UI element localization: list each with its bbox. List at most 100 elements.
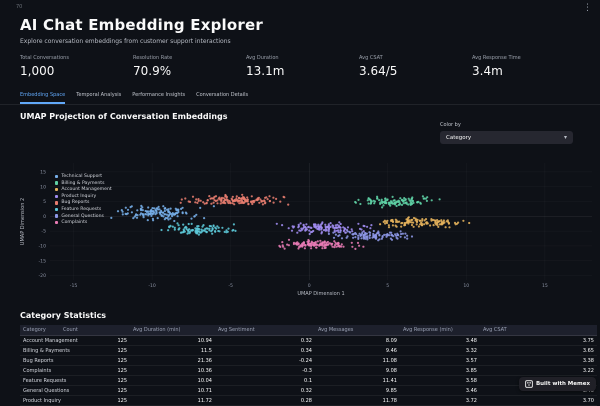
memex-logo-icon — [525, 380, 533, 388]
table-cell: 10.36 — [197, 367, 212, 374]
stat-label: Avg Duration — [246, 55, 279, 61]
page-subtitle: Explore conversation embeddings from cus… — [20, 38, 231, 45]
legend-color-swatch — [55, 174, 59, 179]
chart-legend: Technical Support Billing & Payments Accou… — [55, 174, 112, 225]
table-cell: 11.78 — [382, 397, 397, 404]
table-cell: 9.08 — [385, 367, 397, 374]
legend-label: General Questions — [61, 213, 104, 219]
svg-text:15: 15 — [40, 169, 46, 175]
tab-conversation-details[interactable]: Conversation Details — [196, 92, 249, 98]
menu-ellipsis-icon[interactable]: ⋮ — [583, 3, 592, 13]
table-cell: 10.71 — [197, 387, 212, 394]
table-cell: 0.34 — [300, 347, 312, 354]
table-cell: 3.46 — [465, 387, 477, 394]
table-cell: 3.65 — [582, 347, 594, 354]
color-by-select[interactable]: Category ▾ — [440, 131, 573, 144]
table-row[interactable]: Bug Reports 125 21.36 -0.24 11.08 3.57 3.38 — [20, 356, 597, 366]
table-row[interactable]: General Questions12510.710.329.853.463.4… — [20, 386, 597, 396]
table-row[interactable]: Billing & Payments 125 11.5 0.34 9.46 3.32 3.6… — [20, 346, 597, 356]
svg-text:0: 0 — [308, 283, 311, 289]
legend-item[interactable]: Technical Support — [55, 174, 112, 179]
column-header[interactable]: Avg Response (min) — [403, 327, 453, 333]
color-by-label: Color by — [440, 122, 461, 128]
stat-avg-duration: Avg Duration 13.1m — [246, 55, 359, 78]
table-cell: 11.41 — [382, 377, 397, 384]
svg-text:-10: -10 — [38, 244, 46, 250]
stat-total-conversations: Total Conversations 1,000 — [20, 55, 133, 78]
table-cell: Complaints — [23, 367, 52, 374]
table-cell: 125 — [117, 347, 127, 354]
stat-value: 1,000 — [20, 64, 55, 78]
column-header[interactable]: Avg Sentiment — [218, 327, 255, 333]
table-cell: Feature Requests — [23, 377, 67, 384]
table-cell: 3.48 — [465, 337, 477, 344]
legend-item[interactable]: General Questions — [55, 214, 112, 219]
table-cell: 3.70 — [582, 397, 594, 404]
badge-label: Built with Memex — [535, 381, 590, 387]
category-statistics-table[interactable]: Category Count Avg Duration (min) Avg Senti… — [20, 325, 597, 406]
svg-text:-15: -15 — [70, 283, 78, 289]
legend-item[interactable]: Billing & Payments — [55, 181, 112, 186]
stat-resolution-rate: Resolution Rate 70.9% — [133, 55, 246, 78]
legend-label: Technical Support — [61, 174, 103, 179]
table-cell: 125 — [117, 367, 127, 374]
table-cell: 11.08 — [382, 357, 397, 364]
stat-avg-response-time: Avg Response Time 3.4m — [472, 55, 585, 78]
table-cell: 125 — [117, 337, 127, 344]
table-row[interactable]: Account Management 125 10.94 0.32 8.09 3.48 3.… — [20, 336, 597, 346]
table-cell: 3.22 — [582, 367, 594, 374]
table-cell: Billing & Payments — [23, 347, 70, 354]
column-header[interactable]: Avg Duration (min) — [133, 327, 181, 333]
legend-item[interactable]: Bug Reports — [55, 200, 112, 205]
table-cell: 3.57 — [465, 357, 477, 364]
stat-value: 70.9% — [133, 64, 172, 78]
svg-text:10: 10 — [463, 283, 469, 289]
legend-label: Complaints — [61, 220, 88, 226]
column-header[interactable]: Avg Messages — [318, 327, 354, 333]
page-header: AI Chat Embedding Explorer Explore conve… — [20, 16, 263, 45]
table-row[interactable]: Product Inquiry 125 11.72 0.28 11.78 3.72 3.70 — [20, 396, 597, 406]
table-cell: 3.32 — [465, 347, 477, 354]
table-section-title: Category Statistics — [20, 311, 107, 320]
legend-color-swatch — [55, 220, 59, 225]
stat-label: Total Conversations — [20, 55, 69, 61]
table-cell: 3.85 — [465, 367, 477, 374]
stat-avg-csat: Avg CSAT 3.64/5 — [359, 55, 472, 78]
tab-embedding-space[interactable]: Embedding Space — [20, 92, 66, 104]
legend-item[interactable]: Product Inquiry — [55, 194, 112, 199]
tab-temporal-analysis[interactable]: Temporal Analysis — [76, 92, 122, 98]
legend-item[interactable]: Complaints — [55, 220, 112, 225]
table-cell: 125 — [117, 397, 127, 404]
legend-color-swatch — [55, 207, 59, 212]
table-cell: 10.94 — [197, 337, 212, 344]
column-header[interactable]: Count — [63, 327, 78, 333]
svg-text:-15: -15 — [38, 258, 46, 264]
page-title: AI Chat Embedding Explorer — [20, 16, 263, 34]
table-cell: 3.72 — [465, 397, 477, 404]
umap-scatter-plot[interactable]: 15 10 5 0 -5 -10 -15 -20 -15 -10 -5 0 5 10 15 UMAP Dime… — [0, 150, 600, 308]
tab-performance-insights[interactable]: Performance Insights — [132, 92, 186, 98]
table-cell: 125 — [117, 357, 127, 364]
legend-item[interactable]: Feature Requests — [55, 207, 112, 212]
stat-value: 13.1m — [246, 64, 285, 78]
table-cell: 125 — [117, 377, 127, 384]
column-header[interactable]: Category — [23, 327, 46, 333]
table-cell: 0.28 — [300, 397, 312, 404]
window-note: 70 — [16, 4, 23, 10]
column-header[interactable]: Avg CSAT — [483, 327, 507, 333]
table-cell: Product Inquiry — [23, 397, 61, 404]
stat-label: Avg Response Time — [472, 55, 521, 61]
legend-label: Feature Requests — [61, 206, 102, 212]
table-cell: 8.09 — [385, 337, 397, 344]
legend-item[interactable]: Account Management — [55, 187, 112, 192]
table-cell: 125 — [117, 387, 127, 394]
table-row[interactable]: Complaints 125 10.36 -0.3 9.08 3.85 3.22 — [20, 366, 597, 376]
table-cell: 9.85 — [385, 387, 397, 394]
built-with-memex-badge[interactable]: Built with Memex — [518, 377, 596, 391]
stat-value: 3.64/5 — [359, 64, 398, 78]
legend-color-swatch — [55, 214, 59, 218]
svg-text:15: 15 — [542, 283, 548, 289]
legend-color-swatch — [55, 201, 59, 205]
tab-divider — [0, 104, 600, 105]
